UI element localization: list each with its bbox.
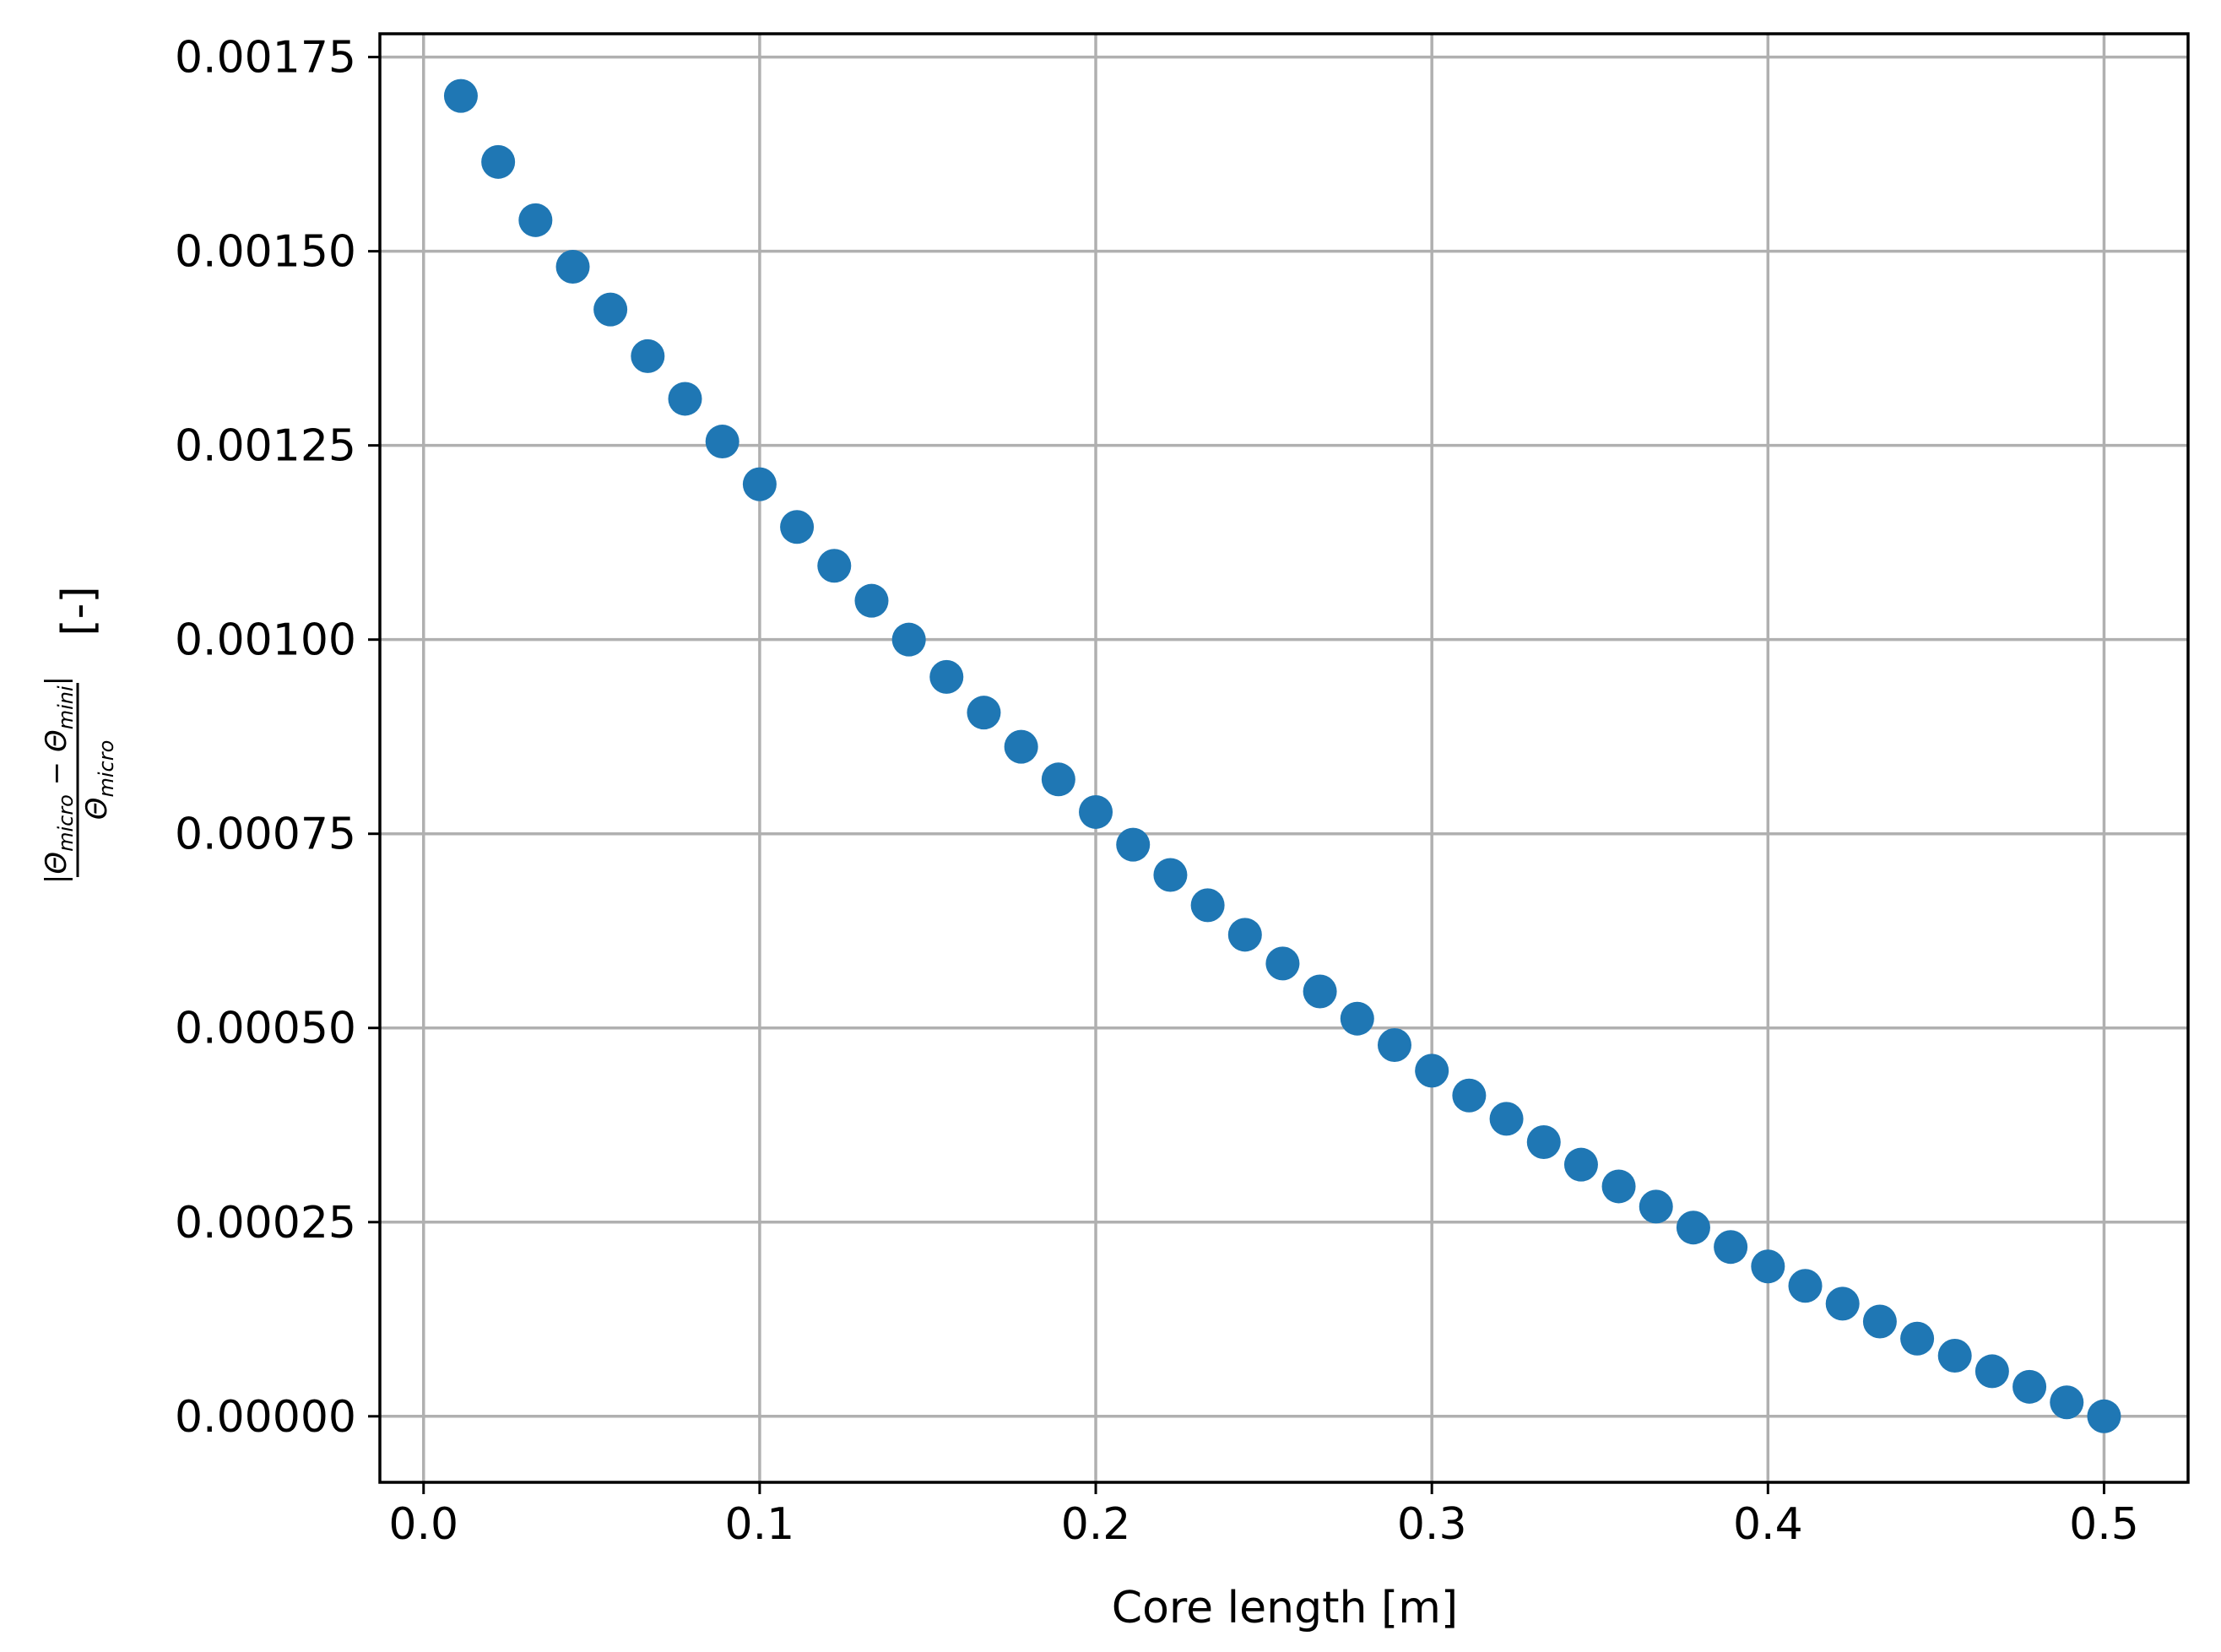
data-point bbox=[2050, 1385, 2084, 1420]
y-tick-label: 0.00175 bbox=[175, 33, 356, 84]
data-point bbox=[443, 79, 478, 113]
data-point bbox=[481, 144, 516, 179]
data-point bbox=[817, 549, 852, 583]
data-point bbox=[1377, 1027, 1411, 1062]
y-tick-label: 0.00125 bbox=[175, 421, 356, 472]
data-point bbox=[555, 250, 590, 284]
data-point bbox=[1041, 762, 1075, 797]
data-point bbox=[631, 339, 665, 373]
data-point bbox=[518, 203, 553, 237]
y-axis-label: |Θmicro − Θmini| Θmicro [-] bbox=[40, 586, 118, 884]
y-tick-labels: 0.00000 0.00025 0.00050 0.00075 0.00100 0.001… bbox=[175, 33, 356, 1443]
data-point bbox=[929, 659, 964, 694]
data-points bbox=[443, 79, 2121, 1433]
x-tick-label: 0.2 bbox=[1061, 1499, 1131, 1550]
data-point bbox=[593, 292, 628, 327]
data-point bbox=[2012, 1369, 2047, 1404]
data-point bbox=[967, 696, 1001, 730]
axis-ticks bbox=[368, 56, 2105, 1494]
y-tick-label: 0.00000 bbox=[175, 1392, 356, 1443]
data-point bbox=[854, 583, 889, 618]
data-point bbox=[1676, 1211, 1710, 1245]
x-tick-label: 0.3 bbox=[1397, 1499, 1467, 1550]
y-tick-label: 0.00100 bbox=[175, 615, 356, 666]
data-point bbox=[1227, 918, 1262, 952]
data-point bbox=[1452, 1078, 1487, 1113]
y-tick-label: 0.00025 bbox=[175, 1198, 356, 1248]
y-axis-label-unit: [-] bbox=[53, 586, 104, 636]
data-point bbox=[1714, 1230, 1748, 1265]
data-point bbox=[1153, 858, 1188, 892]
x-axis-label: Core length [m] bbox=[1112, 1583, 1458, 1633]
y-axis-label-numerator: |Θmicro − Θmini| bbox=[40, 676, 78, 884]
data-point bbox=[891, 622, 926, 657]
data-point bbox=[1079, 794, 1113, 829]
data-point bbox=[1825, 1286, 1860, 1321]
data-point bbox=[1265, 946, 1300, 981]
data-point bbox=[1526, 1124, 1561, 1159]
data-point bbox=[780, 510, 815, 544]
x-tick-label: 0.0 bbox=[388, 1499, 458, 1550]
data-point bbox=[1190, 888, 1225, 923]
data-point bbox=[1601, 1169, 1636, 1204]
x-tick-labels: 0.0 0.1 0.2 0.3 0.4 0.5 bbox=[388, 1499, 2138, 1550]
x-tick-label: 0.4 bbox=[1733, 1499, 1803, 1550]
data-point bbox=[1937, 1339, 1972, 1373]
data-point bbox=[1563, 1147, 1598, 1182]
y-tick-label: 0.00050 bbox=[175, 1004, 356, 1054]
data-point bbox=[668, 382, 702, 416]
data-point bbox=[1303, 974, 1337, 1009]
data-point bbox=[1751, 1249, 1785, 1284]
y-tick-label: 0.00075 bbox=[175, 810, 356, 860]
data-point bbox=[2087, 1399, 2121, 1433]
data-point bbox=[742, 467, 777, 501]
data-point bbox=[1975, 1354, 2009, 1389]
data-point bbox=[1415, 1053, 1449, 1088]
data-point bbox=[705, 425, 739, 459]
data-point bbox=[1489, 1102, 1524, 1136]
x-tick-label: 0.5 bbox=[2069, 1499, 2139, 1550]
data-point bbox=[1900, 1321, 1935, 1356]
data-point bbox=[1116, 827, 1151, 862]
data-point bbox=[1788, 1269, 1823, 1303]
y-tick-label: 0.00150 bbox=[175, 227, 356, 278]
data-point bbox=[1639, 1189, 1673, 1224]
data-point bbox=[1004, 729, 1038, 764]
data-point bbox=[1862, 1304, 1897, 1339]
grid-lines bbox=[380, 34, 2188, 1482]
plot-frame bbox=[378, 32, 2190, 1484]
x-tick-label: 0.1 bbox=[725, 1499, 795, 1550]
y-axis-label-denominator: Θmicro bbox=[80, 740, 118, 821]
data-point bbox=[1340, 1001, 1374, 1036]
